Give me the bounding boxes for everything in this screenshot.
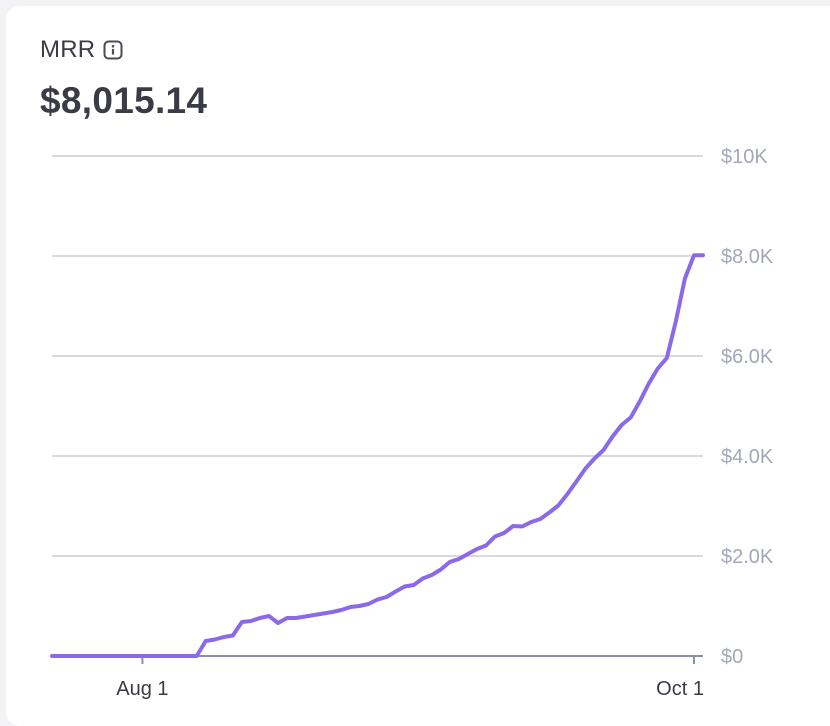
- series-layer: [50, 253, 705, 658]
- mrr-card: [6, 6, 830, 726]
- y-tick-label: $2.0K: [721, 546, 774, 568]
- y-tick-label: $10K: [721, 146, 768, 168]
- info-icon[interactable]: [103, 40, 123, 60]
- y-tick-label: $8.0K: [721, 246, 774, 268]
- y-tick-label: $0: [721, 646, 743, 668]
- y-axis-ticks: $0 $2.0K $4.0K $6.0K $8.0K $10K: [721, 146, 774, 668]
- mrr-value: $8,015.14: [40, 80, 208, 121]
- x-tick-label: Aug 1: [116, 678, 168, 700]
- card-header: MRR: [40, 36, 123, 64]
- gridlines: [52, 155, 703, 657]
- y-tick-label: $4.0K: [721, 446, 774, 468]
- x-tick-label: Oct 1: [656, 678, 704, 700]
- y-tick-label: $6.0K: [721, 346, 774, 368]
- card-title: MRR: [40, 36, 96, 63]
- mrr-series-line: [50, 253, 705, 658]
- x-axis-ticks: Aug 1 Oct 1: [116, 656, 704, 700]
